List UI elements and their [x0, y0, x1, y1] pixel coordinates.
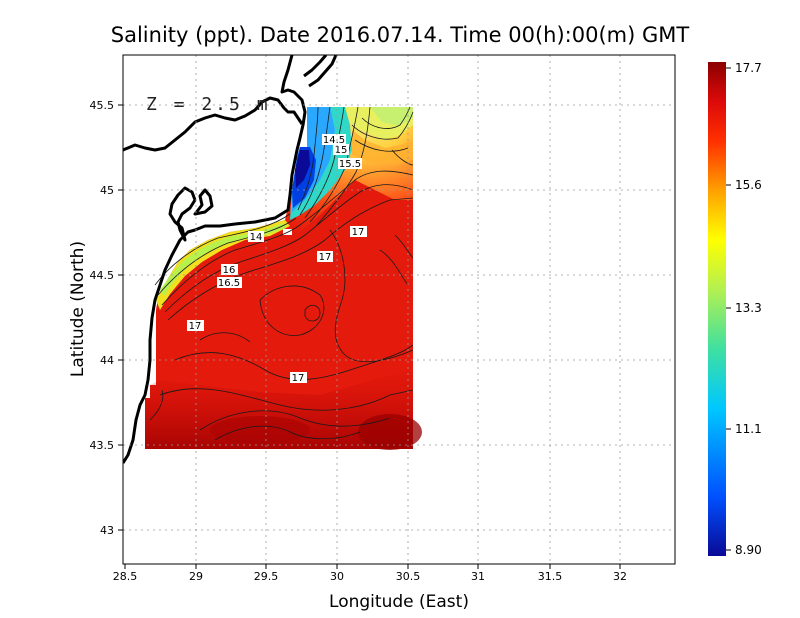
- y-tick-label: 43.5: [90, 439, 115, 452]
- grid-lines: [123, 55, 675, 564]
- y-tick-labels: 43 43.5 44 44.5 45 45.5: [90, 99, 115, 537]
- svg-text:15: 15: [335, 145, 348, 156]
- depth-label: Z = 2.5 m: [146, 94, 271, 115]
- contour-label: 15.5: [338, 158, 362, 170]
- svg-text:17: 17: [292, 373, 305, 384]
- svg-text:17: 17: [319, 252, 332, 263]
- contour-label: 17: [317, 251, 333, 263]
- colorbar-label: 17.7: [735, 61, 762, 75]
- contour-label: 15: [333, 144, 349, 156]
- x-axis-label: Longitude (East): [329, 592, 469, 612]
- colorbar-label: 11.1: [735, 422, 762, 436]
- x-tick-label: 29.5: [254, 570, 279, 583]
- y-tick-label: 43: [100, 524, 114, 537]
- colorbar-label: 15.6: [735, 178, 762, 192]
- svg-text:16: 16: [223, 265, 236, 276]
- colorbar-label: 13.3: [735, 301, 762, 315]
- x-tick-label: 31.5: [538, 570, 563, 583]
- contour-label: 16.5: [217, 277, 242, 289]
- x-tick-label: 28.5: [113, 570, 138, 583]
- x-tick-label: 32: [613, 570, 627, 583]
- coastline: [123, 55, 338, 464]
- svg-text:15.5: 15.5: [339, 159, 361, 170]
- y-tick-label: 45: [100, 184, 114, 197]
- y-axis-label: Latitude (North): [68, 241, 88, 377]
- contour-label: 16: [221, 264, 238, 276]
- svg-text:14: 14: [250, 232, 263, 243]
- x-tick-label: 29: [189, 570, 203, 583]
- colorbar-labels: 17.7 15.6 13.3 11.1 8.90: [735, 61, 762, 557]
- colorbar: [708, 62, 726, 556]
- contour-label: 14: [248, 231, 264, 243]
- axis-ticks: [118, 104, 621, 569]
- contour-label: 17: [187, 320, 204, 332]
- contour-label: 14.5: [322, 134, 346, 146]
- x-tick-label: 30: [330, 570, 344, 583]
- plot-title: Salinity (ppt). Date 2016.07.14. Time 00…: [111, 23, 690, 47]
- salinity-field: [145, 107, 413, 449]
- x-tick-label: 30.5: [396, 570, 421, 583]
- svg-text:17: 17: [352, 227, 365, 238]
- colorbar-ticks: [726, 67, 731, 551]
- contour-label: 17: [350, 226, 367, 238]
- contour-label: 17: [290, 372, 307, 384]
- salinity-max-area: [358, 414, 422, 450]
- salinity-high-band: [210, 416, 310, 444]
- svg-text:17: 17: [189, 321, 202, 332]
- svg-text:14.5: 14.5: [323, 135, 345, 146]
- colorbar-label: 8.90: [735, 543, 762, 557]
- y-tick-label: 44: [100, 354, 114, 367]
- plot-frame: [122, 54, 676, 565]
- x-tick-labels: 28.5 29 29.5 30 30.5 31 31.5 32: [113, 570, 627, 583]
- plume-core-darkblue: [295, 150, 310, 188]
- x-tick-label: 31: [471, 570, 485, 583]
- coastal-lowest-salinity: [160, 223, 286, 296]
- contour-labels: 14.5 15 15.5 17 14 17 16 16.5 17 17: [187, 134, 367, 384]
- svg-text:16.5: 16.5: [218, 278, 240, 289]
- y-tick-label: 45.5: [90, 99, 115, 112]
- contour-lines: [149, 106, 414, 441]
- y-tick-label: 44.5: [90, 269, 115, 282]
